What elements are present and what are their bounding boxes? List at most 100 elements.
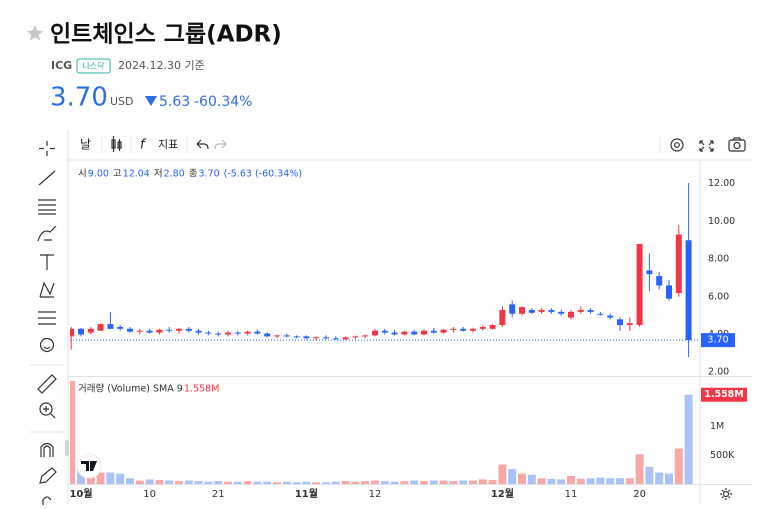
candle-body [146, 330, 153, 333]
candle-body [323, 337, 329, 339]
volume-bar [126, 478, 134, 484]
fib-tool[interactable] [38, 199, 56, 215]
zoom-tool[interactable] [39, 402, 56, 419]
volume-bar [439, 480, 448, 484]
candle-body [450, 328, 457, 330]
trendline-tool[interactable] [38, 170, 56, 186]
candle-body [254, 331, 261, 334]
volume-bar [322, 482, 330, 484]
candle-body [558, 311, 565, 314]
collapse-handle[interactable] [65, 440, 69, 456]
candle-body [421, 330, 427, 335]
chart-type-button[interactable] [111, 136, 122, 152]
tradingview-logo [76, 453, 102, 479]
volume-bar [586, 478, 595, 484]
text-tool[interactable] [40, 254, 54, 270]
volume-bar [606, 478, 615, 484]
volume-legend-value: 1.558M [184, 384, 219, 395]
candle-body [675, 234, 682, 294]
price: 3.70 [50, 83, 108, 113]
axis-settings-button[interactable] [720, 488, 732, 500]
ruler-tool[interactable] [37, 374, 57, 394]
volume-bar [194, 481, 203, 484]
exchange: 나스닥 [82, 61, 105, 71]
candle-body [587, 309, 594, 312]
emoji-tool[interactable] [39, 337, 55, 353]
last-price-tag [701, 333, 735, 348]
currency: USD [110, 95, 134, 108]
pattern-tool[interactable] [39, 281, 55, 298]
volume-bar [135, 480, 144, 484]
volume-bar [576, 478, 585, 484]
volume-bar [390, 481, 399, 484]
interval-button[interactable]: 날 [80, 138, 91, 152]
volume-bar [410, 480, 419, 484]
candle-body [156, 329, 163, 333]
volume-bar [674, 448, 683, 484]
magnet-tool[interactable] [40, 442, 54, 458]
volume-bar [263, 481, 272, 484]
volume-bar [567, 475, 575, 484]
candle-body [293, 336, 300, 338]
axis-settings-core [722, 490, 730, 498]
volume-bar [116, 473, 125, 484]
volume-bar [253, 481, 262, 484]
volume-bar [292, 482, 301, 484]
candle-body [372, 330, 378, 336]
x-tick-label: 11 [565, 489, 578, 500]
volume-bar [165, 480, 174, 484]
axes: 2.004.006.008.0010.0012.00500K1M10월10211… [69, 178, 747, 500]
y-tick-label: 2.00 [708, 367, 729, 378]
candle-body [391, 332, 398, 335]
y-tick-label: 6.00 [708, 291, 729, 302]
candle-body [519, 307, 525, 314]
legend-value: 9.00 [88, 169, 109, 180]
redo-button[interactable] [214, 139, 227, 150]
undo-button[interactable] [196, 139, 209, 150]
volume-bar [341, 481, 350, 484]
volume-bar [449, 481, 458, 484]
volume-bar [331, 481, 340, 484]
candle-body [215, 333, 222, 335]
volume-tick-label: 1M [710, 421, 724, 432]
volume-bar [508, 469, 517, 484]
crosshair-tool[interactable] [39, 141, 55, 156]
candle-body [646, 270, 653, 275]
indicators-button[interactable]: f 지표 [140, 138, 178, 153]
candle-body [244, 331, 251, 334]
candle-body [411, 331, 418, 335]
volume-bar [380, 481, 389, 484]
price-pane [70, 182, 700, 358]
volume-bar [400, 481, 409, 484]
screenshot-button[interactable] [728, 137, 746, 152]
volume-bar [478, 479, 487, 484]
candle-body [352, 336, 359, 338]
candle-body [528, 309, 535, 313]
volume-legend: 거래량 (Volume) SMA 9 [78, 383, 183, 395]
favorite-star[interactable] [26, 25, 44, 41]
volume-bar [282, 481, 291, 484]
volume-bar [518, 473, 526, 484]
candle-body [489, 325, 496, 329]
candle-body [470, 328, 476, 331]
candle-body [78, 328, 84, 335]
x-tick-label: 20 [633, 489, 646, 500]
measure-tool[interactable] [38, 311, 56, 325]
candle-body [548, 309, 555, 312]
candle-body [440, 329, 447, 333]
candle-body [656, 276, 663, 286]
lock-tool[interactable] [42, 496, 52, 505]
as-of: 2024.12.30 기준 [118, 59, 205, 72]
volume-bar [175, 481, 183, 484]
brush-tool[interactable] [37, 225, 57, 242]
y-tick-label: 8.00 [708, 254, 729, 265]
lock-draw-tool[interactable] [39, 467, 57, 484]
candle-body [195, 330, 202, 333]
volume-bar [645, 466, 654, 484]
volume-bar [537, 478, 546, 484]
candle-body [313, 337, 320, 339]
x-tick-label: 10 [143, 489, 156, 500]
fullscreen-button[interactable] [699, 140, 714, 152]
down-arrow [145, 96, 157, 106]
settings-button[interactable] [670, 138, 684, 152]
